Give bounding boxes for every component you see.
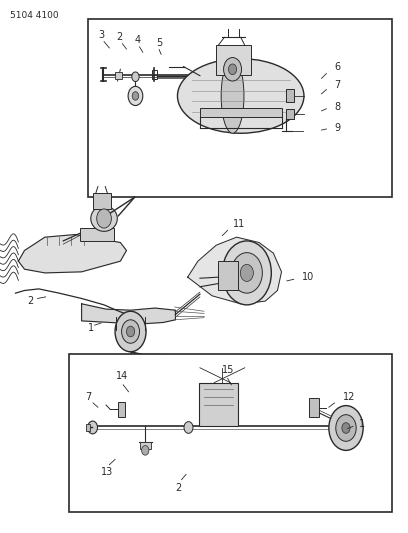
Circle shape — [222, 241, 271, 305]
Polygon shape — [82, 304, 175, 324]
Text: 10: 10 — [302, 272, 314, 282]
Polygon shape — [18, 235, 126, 273]
Text: 2: 2 — [28, 296, 34, 306]
Bar — [86, 424, 90, 431]
Circle shape — [128, 86, 143, 106]
Text: 2: 2 — [175, 483, 182, 492]
Circle shape — [342, 423, 350, 433]
Circle shape — [231, 253, 262, 293]
Bar — [118, 402, 125, 417]
Circle shape — [122, 320, 140, 343]
Text: 12: 12 — [343, 392, 355, 402]
Text: 15: 15 — [222, 366, 235, 375]
Text: 9: 9 — [335, 123, 341, 133]
Text: 11: 11 — [233, 219, 245, 229]
Bar — [200, 108, 282, 117]
Ellipse shape — [91, 206, 118, 231]
Text: 8: 8 — [335, 102, 341, 111]
Ellipse shape — [221, 59, 244, 133]
Bar — [152, 70, 157, 79]
Polygon shape — [188, 237, 282, 304]
Text: 14: 14 — [116, 371, 129, 381]
Text: 13: 13 — [101, 467, 113, 477]
Circle shape — [228, 64, 237, 75]
Circle shape — [224, 58, 242, 81]
Text: 2: 2 — [116, 33, 122, 42]
Text: 5104 4100: 5104 4100 — [10, 11, 59, 20]
Circle shape — [329, 406, 363, 450]
Circle shape — [132, 92, 139, 100]
Circle shape — [97, 209, 111, 228]
Text: 5: 5 — [156, 38, 162, 47]
Text: 4: 4 — [135, 35, 141, 45]
Text: 6: 6 — [335, 62, 341, 71]
Text: 7: 7 — [86, 392, 92, 402]
Bar — [286, 109, 294, 119]
Text: 3: 3 — [98, 30, 104, 39]
Bar — [309, 398, 319, 417]
Circle shape — [126, 326, 135, 337]
Circle shape — [336, 415, 356, 441]
Text: 7: 7 — [335, 80, 341, 90]
Text: 1: 1 — [88, 323, 94, 333]
Circle shape — [115, 311, 146, 352]
Circle shape — [142, 446, 149, 455]
Bar — [115, 72, 122, 79]
Bar — [140, 442, 151, 449]
Bar — [93, 193, 111, 209]
Text: 1: 1 — [359, 419, 365, 429]
Circle shape — [132, 72, 139, 82]
Ellipse shape — [177, 59, 304, 133]
Bar — [80, 228, 114, 241]
Circle shape — [240, 264, 253, 281]
Polygon shape — [69, 354, 392, 512]
Polygon shape — [88, 19, 392, 197]
Bar — [218, 261, 238, 290]
Bar — [199, 383, 238, 426]
Bar — [216, 45, 251, 75]
Circle shape — [184, 422, 193, 433]
Circle shape — [88, 421, 98, 434]
Bar — [286, 89, 294, 102]
